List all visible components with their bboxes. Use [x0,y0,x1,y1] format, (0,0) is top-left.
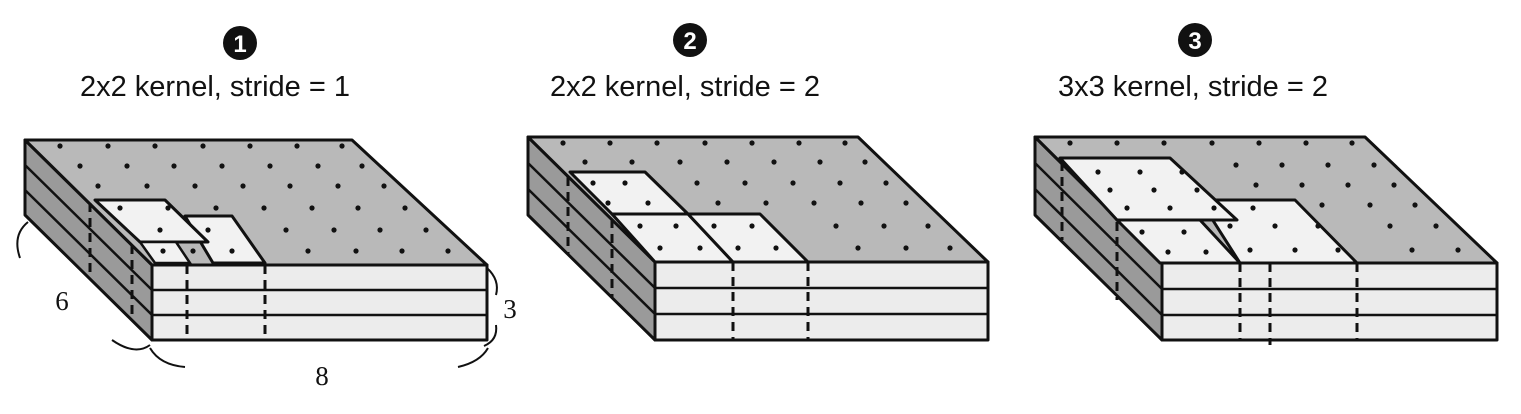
height-brace [16,221,29,259]
kernel-window [93,198,210,244]
panel-number-badge-2: 2 [673,23,707,57]
panel-3: 3 3x3 kernel, stride = 2 [1033,23,1499,345]
volume-front-face [1160,261,1499,342]
panel-number-badge-3: 3 [1178,23,1212,57]
width-brace [149,347,186,368]
slice-line [527,188,656,315]
depth-dimension-label: 3 [503,294,517,324]
slice-line [24,164,153,291]
height-dimension-label: 6 [55,286,69,316]
panel-number-badge-1: 1 [223,26,257,60]
panel-label-1: 2x2 kernel, stride = 1 [80,71,350,103]
panel-number-3: 3 [1188,28,1201,55]
panel-2: 2 2x2 kernel, stride = 2 [526,23,990,342]
grid-dots [1067,140,1461,255]
depth-brace [483,324,498,347]
kernel-window [1058,156,1239,222]
slice-line [527,162,656,289]
grid-dots [57,143,451,254]
panel-1: 1 2x2 kernel, stride = 1 [16,26,517,391]
height-brace [111,339,151,351]
panel-number-2: 2 [683,28,696,55]
width-dimension-label: 8 [315,361,329,391]
kernel-window [183,214,267,265]
slice-line [1034,162,1163,290]
volume-front-face [653,260,990,342]
panel-label-3: 3x3 kernel, stride = 2 [1058,71,1328,103]
volume-front-face [150,263,489,342]
grid-dots [560,140,953,251]
slice-line [1034,188,1163,316]
width-brace [457,347,489,368]
panel-number-1: 1 [233,31,246,58]
depth-brace [486,267,498,296]
panel-label-2: 2x2 kernel, stride = 2 [550,71,820,103]
